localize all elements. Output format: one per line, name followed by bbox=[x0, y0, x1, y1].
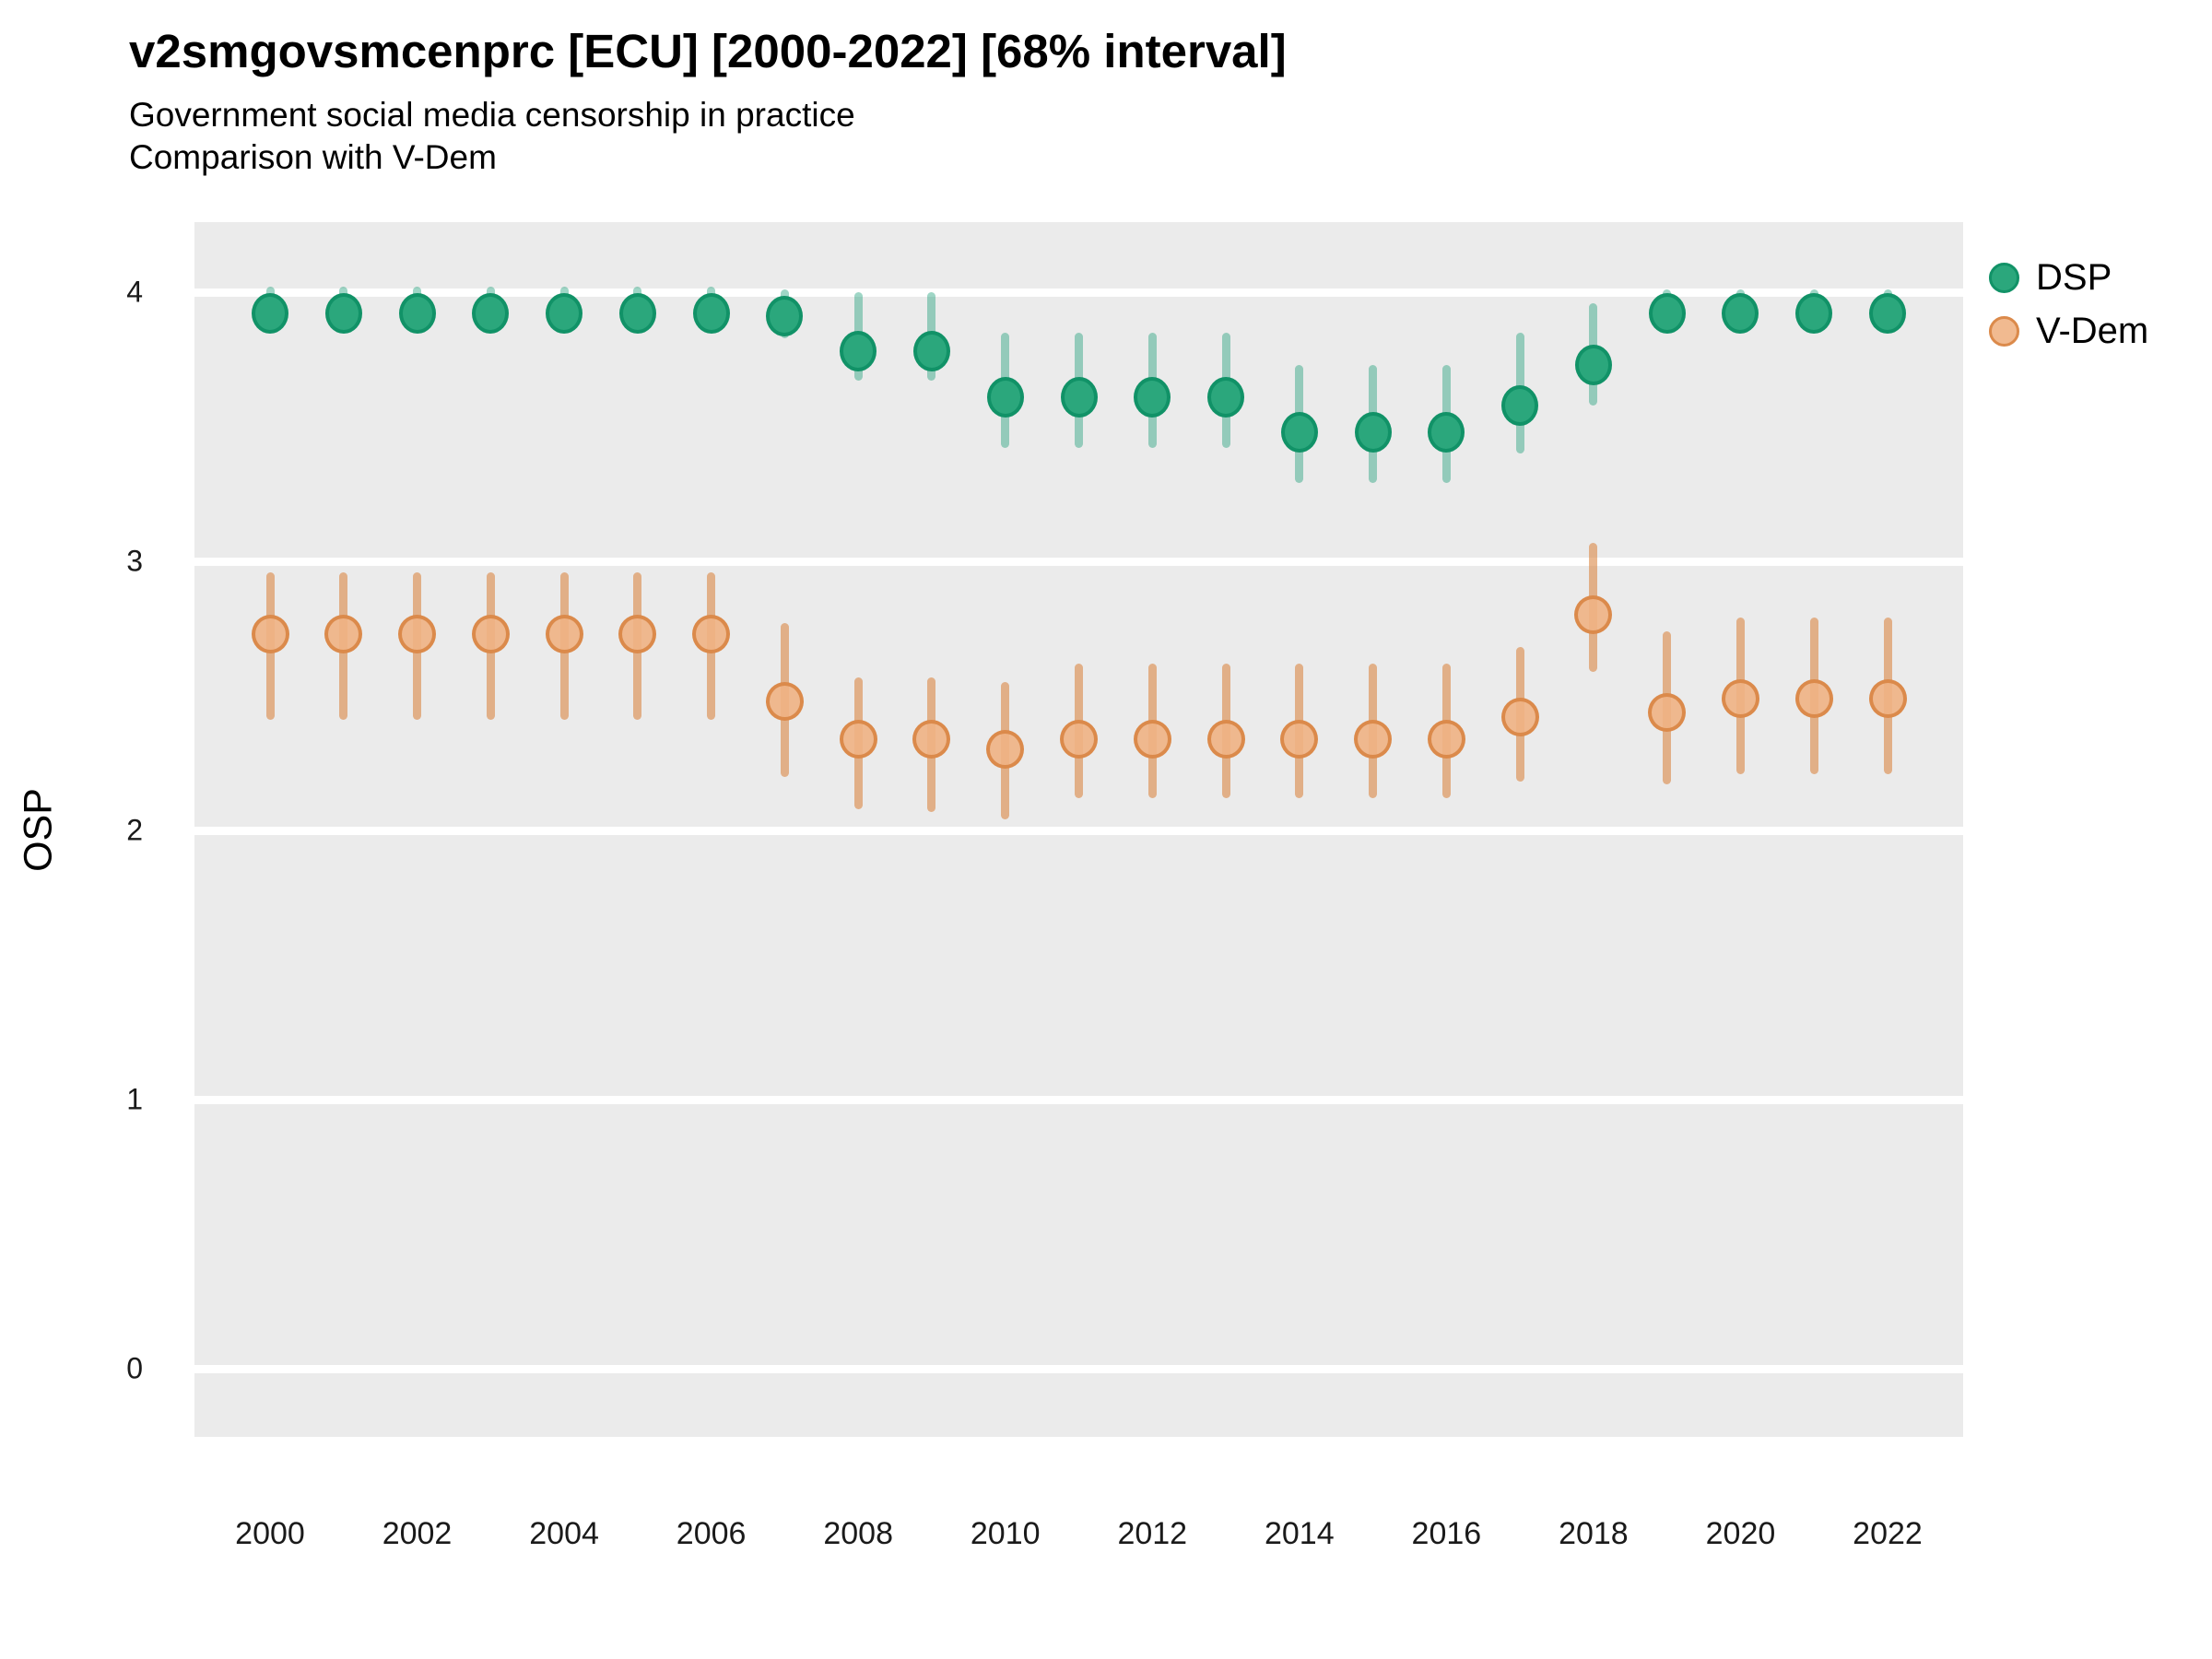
x-tick-label: 2010 bbox=[970, 1516, 1041, 1551]
v-dem-point bbox=[1794, 678, 1833, 718]
dsp-point bbox=[1428, 411, 1465, 453]
v-dem-point bbox=[545, 614, 583, 653]
x-tick-label: 2022 bbox=[1853, 1516, 1923, 1551]
v-dem-point bbox=[839, 719, 877, 759]
x-tick-label: 2016 bbox=[1411, 1516, 1482, 1551]
chart-subtitle-line2: Comparison with V-Dem bbox=[129, 138, 497, 176]
dsp-point bbox=[1501, 384, 1539, 426]
legend-label: V-Dem bbox=[2036, 310, 2149, 351]
dsp-point bbox=[1648, 293, 1686, 335]
chart-title: v2smgovsmcenprc [ECU] [2000-2022] [68% i… bbox=[129, 25, 1287, 77]
dsp-legend-swatch-icon bbox=[1989, 262, 2019, 293]
v-dem-point bbox=[1354, 719, 1393, 759]
y-tick-label: 1 bbox=[126, 1082, 143, 1116]
v-dem-point bbox=[398, 614, 437, 653]
v-dem-point bbox=[1574, 595, 1613, 635]
v-dem-point bbox=[251, 614, 289, 653]
v-dem-point bbox=[1648, 692, 1687, 732]
v-dem-point bbox=[986, 730, 1025, 770]
x-tick-label: 2014 bbox=[1264, 1516, 1335, 1551]
dsp-point bbox=[398, 293, 436, 335]
v-dem-point bbox=[1721, 678, 1759, 718]
x-tick-label: 2006 bbox=[676, 1516, 747, 1551]
x-tick-label: 2004 bbox=[529, 1516, 599, 1551]
dsp-point bbox=[1207, 376, 1245, 418]
dsp-point bbox=[324, 293, 362, 335]
legend: DSP V-Dem bbox=[1989, 251, 2148, 358]
v-dem-point bbox=[692, 614, 731, 653]
v-dem-point bbox=[1060, 719, 1098, 759]
dsp-point bbox=[252, 293, 288, 335]
legend-label: DSP bbox=[2036, 256, 2112, 298]
v-dem-point bbox=[324, 614, 363, 653]
v-dem-point bbox=[1427, 719, 1465, 759]
dsp-point bbox=[1795, 293, 1833, 335]
dsp-point bbox=[1280, 411, 1318, 453]
v-dem-point bbox=[1868, 678, 1907, 718]
dsp-point bbox=[986, 376, 1024, 418]
v-dem-point bbox=[1206, 719, 1245, 759]
x-tick-label: 2012 bbox=[1117, 1516, 1188, 1551]
dsp-point bbox=[840, 331, 877, 372]
y-tick-label: 4 bbox=[126, 275, 143, 309]
plot-panel bbox=[194, 222, 1963, 1437]
y-tick-label: 0 bbox=[126, 1351, 143, 1385]
v-dem-point bbox=[912, 719, 951, 759]
dsp-point bbox=[618, 293, 656, 335]
v-dem-point bbox=[1280, 719, 1319, 759]
x-tick-label: 2000 bbox=[235, 1516, 305, 1551]
dsp-point bbox=[1060, 376, 1098, 418]
dsp-point bbox=[1354, 411, 1392, 453]
v-dem-point bbox=[765, 681, 804, 721]
dsp-point bbox=[692, 293, 730, 335]
x-tick-label: 2020 bbox=[1705, 1516, 1776, 1551]
gridline-y-2 bbox=[194, 826, 1963, 835]
x-tick-label: 2018 bbox=[1559, 1516, 1629, 1551]
x-tick-label: 2008 bbox=[823, 1516, 893, 1551]
y-tick-label: 3 bbox=[126, 544, 143, 578]
chart-subtitle-line1: Government social media censorship in pr… bbox=[129, 96, 855, 134]
legend-item-dsp: DSP bbox=[1989, 251, 2148, 304]
y-tick-label: 2 bbox=[126, 813, 143, 847]
gridline-y-0 bbox=[194, 1364, 1963, 1373]
gridline-y-3 bbox=[194, 557, 1963, 566]
v-dem-point bbox=[1133, 719, 1171, 759]
dsp-point bbox=[1134, 376, 1171, 418]
v-dem-point bbox=[1500, 698, 1539, 737]
v-dem-legend-swatch-icon bbox=[1989, 315, 2019, 347]
dsp-point bbox=[472, 293, 510, 335]
gridline-y-4 bbox=[194, 288, 1963, 297]
legend-item-v-dem: V-Dem bbox=[1989, 304, 2148, 358]
x-tick-label: 2002 bbox=[382, 1516, 453, 1551]
dsp-point bbox=[546, 293, 583, 335]
v-dem-point bbox=[471, 614, 510, 653]
dsp-point bbox=[1722, 293, 1759, 335]
v-dem-point bbox=[618, 614, 657, 653]
dsp-point bbox=[1869, 293, 1906, 335]
dsp-point bbox=[1574, 344, 1612, 385]
gridline-y-1 bbox=[194, 1095, 1963, 1104]
dsp-point bbox=[766, 296, 804, 337]
dsp-point bbox=[912, 331, 950, 372]
